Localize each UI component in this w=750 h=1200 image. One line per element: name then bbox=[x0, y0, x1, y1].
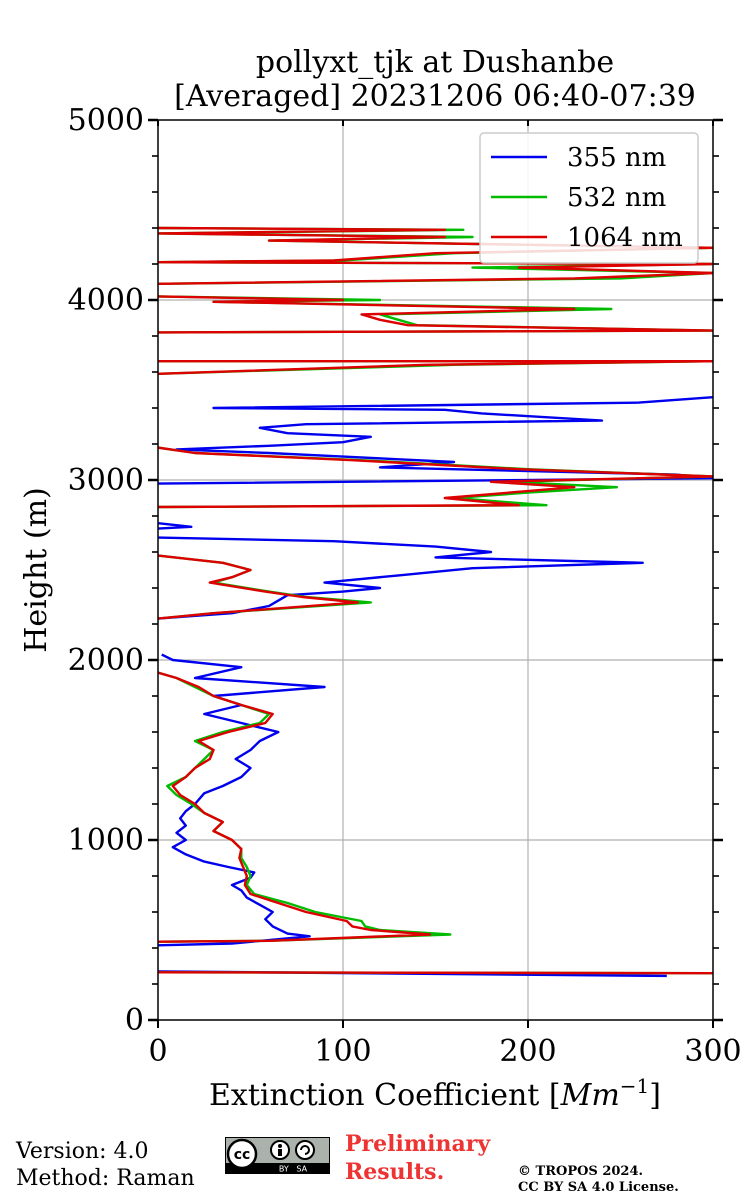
y-tick-label: 3000 bbox=[68, 463, 144, 498]
cc-badge-text: BY SA bbox=[279, 1165, 308, 1174]
x-tick-label: 100 bbox=[314, 1034, 371, 1069]
preliminary-line2: Results. bbox=[345, 1159, 445, 1185]
cc-logo-icon: cc bbox=[234, 1147, 251, 1163]
legend: 355 nm 532 nm 1064 nm bbox=[479, 132, 699, 264]
copyright-line1: © TROPOS 2024. bbox=[518, 1164, 644, 1179]
chart-title-line1: pollyxt_tjk at Dushanbe bbox=[256, 45, 614, 80]
x-tick-label: 200 bbox=[499, 1034, 556, 1069]
series-layer bbox=[158, 226, 713, 978]
y-axis-label: Height (m) bbox=[19, 487, 54, 652]
legend-label-355-nm: 355 nm bbox=[567, 143, 666, 173]
y-tick-label: 2000 bbox=[68, 643, 144, 678]
x-tick-label: 300 bbox=[684, 1034, 741, 1069]
y-tick-label: 4000 bbox=[68, 283, 144, 318]
legend-label-1064-nm: 1064 nm bbox=[567, 223, 683, 253]
x-tick-label: 0 bbox=[148, 1034, 167, 1069]
method-text: Method: Raman bbox=[16, 1166, 195, 1191]
y-tick-label: 0 bbox=[125, 1003, 144, 1038]
version-method-block: Version: 4.0 Method: Raman bbox=[16, 1138, 195, 1192]
x-axis-label-exponent: −1 bbox=[620, 1074, 649, 1098]
preliminary-results-notice: Preliminary Results. bbox=[345, 1130, 490, 1186]
x-axis-label-unit: Mm bbox=[560, 1078, 620, 1113]
series-line-1064-nm bbox=[158, 226, 713, 975]
x-axis-label: Extinction Coefficient [Mm−1] bbox=[209, 1074, 661, 1113]
preliminary-line1: Preliminary bbox=[345, 1131, 491, 1157]
version-text: Version: 4.0 bbox=[16, 1139, 149, 1164]
chart-title-line2: [Averaged] 20231206 06:40-07:39 bbox=[174, 79, 696, 114]
sa-sharealike-icon bbox=[295, 1140, 315, 1160]
copyright-block: © TROPOS 2024. CC BY SA 4.0 License. bbox=[518, 1164, 679, 1196]
x-axis-label-close: ] bbox=[649, 1078, 661, 1113]
legend-label-532-nm: 532 nm bbox=[567, 183, 666, 213]
copyright-line2: CC BY SA 4.0 License. bbox=[518, 1180, 679, 1195]
y-tick-label: 1000 bbox=[68, 823, 144, 858]
legend-box bbox=[479, 132, 699, 264]
extinction-profile-chart: pollyxt_tjk at Dushanbe [Averaged] 20231… bbox=[19, 45, 742, 1113]
plot-frame bbox=[157, 119, 714, 1021]
x-axis-label-main: Extinction Coefficient [ bbox=[209, 1078, 561, 1113]
y-tick-label: 5000 bbox=[68, 103, 144, 138]
series-line-355-nm bbox=[158, 396, 713, 978]
cc-by-sa-badge: cc BY SA bbox=[225, 1137, 330, 1174]
